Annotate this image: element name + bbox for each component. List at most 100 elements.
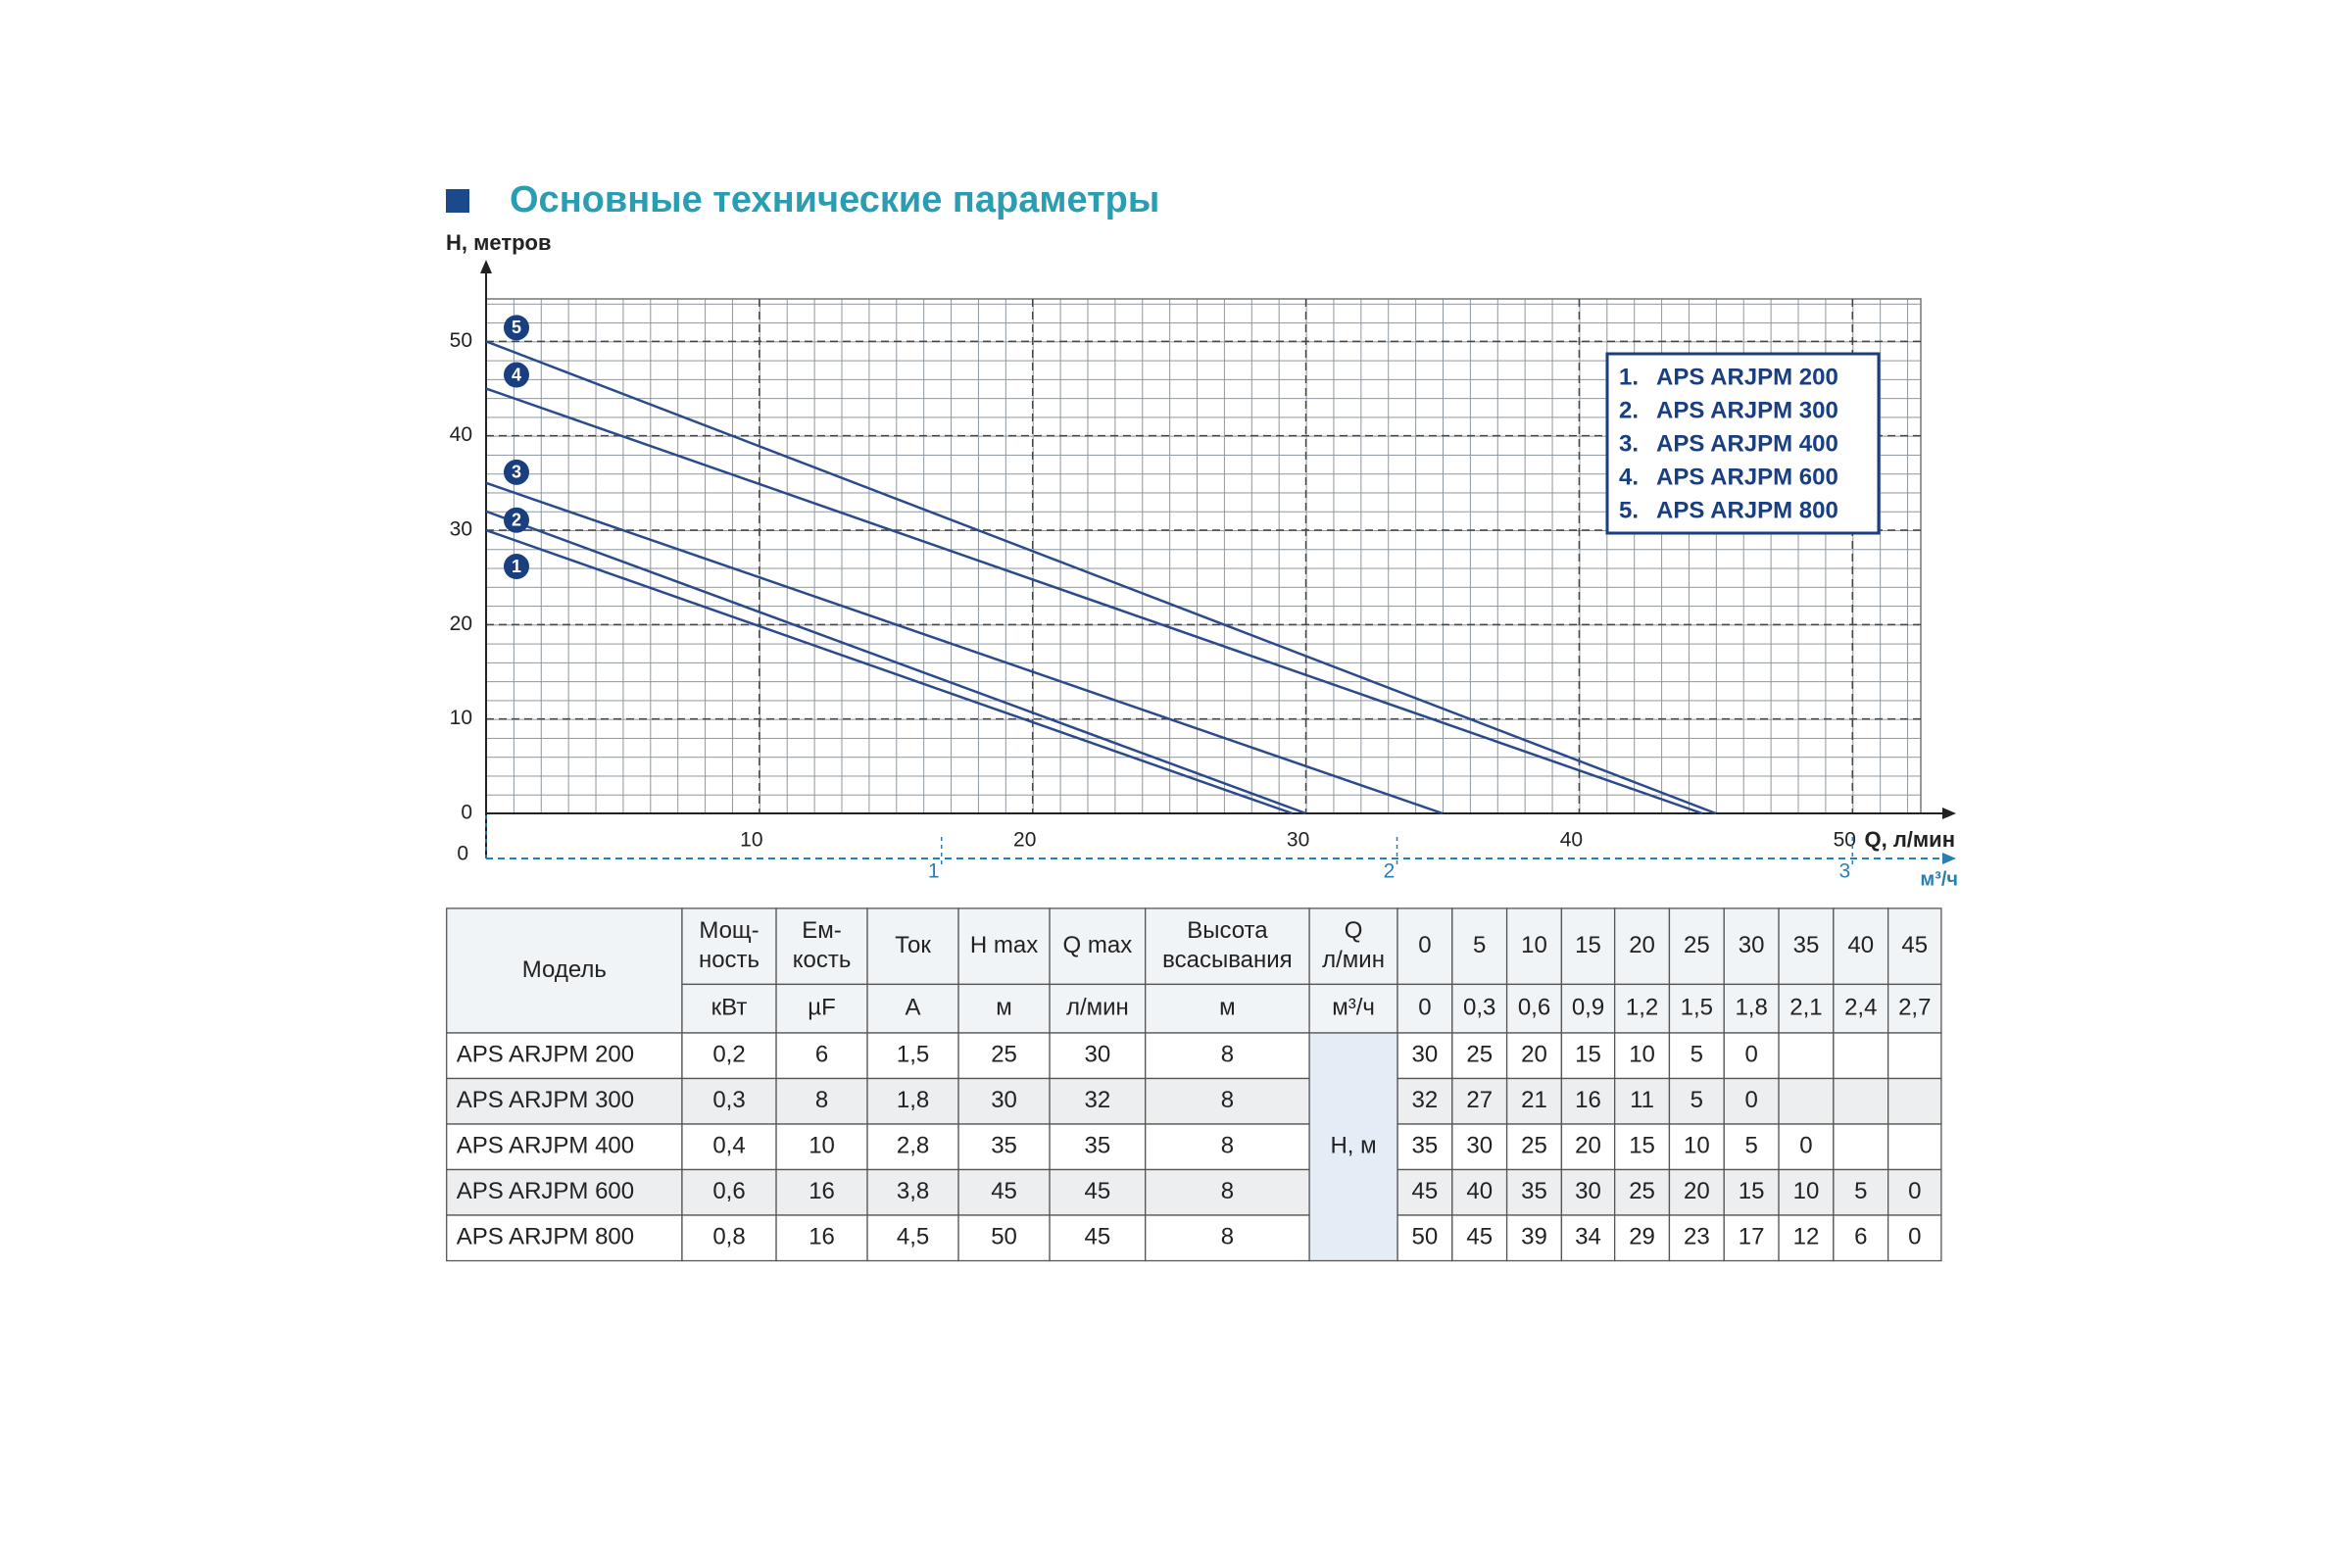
- table-cell-text: 35: [991, 1133, 1017, 1159]
- table-cell-text: 35: [1412, 1133, 1439, 1159]
- table-cell: [957, 907, 1051, 986]
- table-cell-text: 10: [808, 1133, 835, 1159]
- table-cell-text: 32: [1412, 1087, 1439, 1113]
- table-cell: [446, 907, 683, 1034]
- table-cell-text: 10: [1684, 1133, 1710, 1159]
- table-cell-text: 45: [1085, 1178, 1111, 1204]
- table-cell: [866, 1168, 959, 1216]
- table-cell: [1505, 907, 1563, 986]
- table-cell-text: 30: [1412, 1042, 1439, 1068]
- series-line: [485, 510, 1307, 815]
- legend-number: 5.: [1619, 497, 1639, 523]
- table-cell-text: 16: [808, 1224, 835, 1250]
- table-cell: [957, 1214, 1051, 1262]
- legend-number: 1.: [1619, 364, 1639, 390]
- table-cell: [1668, 1168, 1725, 1216]
- table-cell-text: 1,8: [897, 1087, 929, 1113]
- table-cell-text: м: [1219, 995, 1236, 1021]
- table-cell: [1049, 907, 1147, 986]
- table-cell-text: ность: [699, 947, 760, 973]
- table-cell-text: 0: [1799, 1133, 1812, 1159]
- table-cell: [1451, 983, 1508, 1034]
- table-cell: [866, 983, 959, 1034]
- table-cell: [446, 1032, 683, 1080]
- table-cell-text: 1,5: [897, 1042, 929, 1068]
- table-cell: [775, 1077, 868, 1125]
- table-cell-text: 30: [1739, 932, 1765, 958]
- table-cell: [1396, 1077, 1453, 1125]
- table-cell-text: 30: [1085, 1042, 1111, 1068]
- legend-label: APS ARJPM 400: [1656, 430, 1838, 457]
- table-cell: [1451, 1032, 1508, 1080]
- legend-label: APS ARJPM 200: [1656, 364, 1838, 390]
- table-cell-text: 0,9: [1572, 995, 1604, 1021]
- table-cell-text: кость: [793, 947, 852, 973]
- table-cell-text: 10: [1629, 1042, 1655, 1068]
- chart-title: Основные технические параметры: [510, 179, 1159, 220]
- table-cell: [1145, 1214, 1310, 1262]
- series-marker-label: 2: [512, 510, 521, 529]
- table-cell: [1668, 1077, 1725, 1125]
- y-tick-label: 0: [461, 802, 472, 824]
- table-cell: [1505, 1168, 1563, 1216]
- table-cell: [1668, 1032, 1725, 1080]
- table-cell: [1451, 1168, 1508, 1216]
- table-cell: [1887, 1123, 1942, 1171]
- legend-number: 4.: [1619, 464, 1639, 490]
- table-cell-text: 25: [991, 1042, 1017, 1068]
- x-tick-label: 50: [1834, 829, 1856, 852]
- table-cell-text: 2,1: [1789, 995, 1822, 1021]
- x2-tick-label: 2: [1384, 860, 1396, 883]
- table-cell: [1049, 1123, 1147, 1171]
- table-cell-text: 0: [1418, 995, 1431, 1021]
- table-cell: [681, 1032, 777, 1080]
- table-cell-text: 5: [1473, 932, 1486, 958]
- table-cell: [446, 1214, 683, 1262]
- table-cell-text: 4,5: [897, 1224, 929, 1250]
- table-cell-text: 0: [1744, 1042, 1757, 1068]
- table-cell-text: 0,6: [1518, 995, 1550, 1021]
- table-cell-text: APS ARJPM 400: [457, 1133, 634, 1159]
- table-cell: [957, 983, 1051, 1034]
- table-cell-text: 5: [1690, 1042, 1703, 1068]
- table-cell: [1145, 1123, 1310, 1171]
- table-cell-text: 30: [1466, 1133, 1493, 1159]
- table-cell-text: 15: [1575, 1042, 1601, 1068]
- table-cell-text: 0,4: [712, 1133, 745, 1159]
- table-cell-text: 3,8: [897, 1178, 929, 1204]
- table-cell: [775, 983, 868, 1034]
- series-marker: [504, 554, 529, 580]
- y-tick-label: 30: [450, 518, 472, 541]
- title-square: [446, 189, 469, 213]
- series-line: [485, 387, 1703, 815]
- table-cell-text: 25: [1466, 1042, 1493, 1068]
- table-cell-text: м³/ч: [1332, 995, 1375, 1021]
- table-cell-text: 8: [815, 1087, 828, 1113]
- table-cell-text: Н, м: [1330, 1133, 1376, 1159]
- table-cell: [1668, 983, 1725, 1034]
- table-cell: [1145, 907, 1310, 986]
- x2-axis-label: м³/ч: [1920, 868, 1958, 890]
- table-cell-text: 6: [1854, 1224, 1867, 1250]
- table-cell-text: 5: [1690, 1087, 1703, 1113]
- table-cell: [1308, 983, 1398, 1034]
- table-cell-text: 45: [1412, 1178, 1439, 1204]
- table-cell: [1560, 1077, 1616, 1125]
- table-cell-text: л/мин: [1322, 947, 1385, 973]
- legend-label: APS ARJPM 300: [1656, 397, 1838, 423]
- table-cell-text: APS ARJPM 800: [457, 1224, 634, 1250]
- x-tick-label: 20: [1013, 829, 1036, 852]
- table-cell: [1887, 1214, 1942, 1262]
- table-cell-text: Q: [1345, 917, 1363, 944]
- table-cell-text: кВт: [711, 995, 748, 1021]
- table-cell-text: 20: [1575, 1133, 1601, 1159]
- table-cell: [1833, 1123, 1889, 1171]
- table-cell: [1723, 1214, 1780, 1262]
- legend-label: APS ARJPM 800: [1656, 497, 1838, 523]
- table-cell-text: Ем-: [802, 917, 842, 944]
- x-tick-label: 30: [1287, 829, 1309, 852]
- table-cell-text: 1,5: [1681, 995, 1713, 1021]
- table-cell-text: 1,2: [1626, 995, 1658, 1021]
